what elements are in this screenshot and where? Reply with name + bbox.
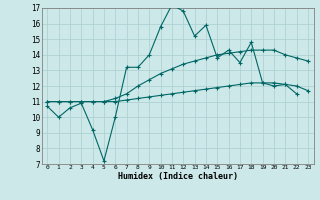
X-axis label: Humidex (Indice chaleur): Humidex (Indice chaleur) xyxy=(118,172,237,181)
